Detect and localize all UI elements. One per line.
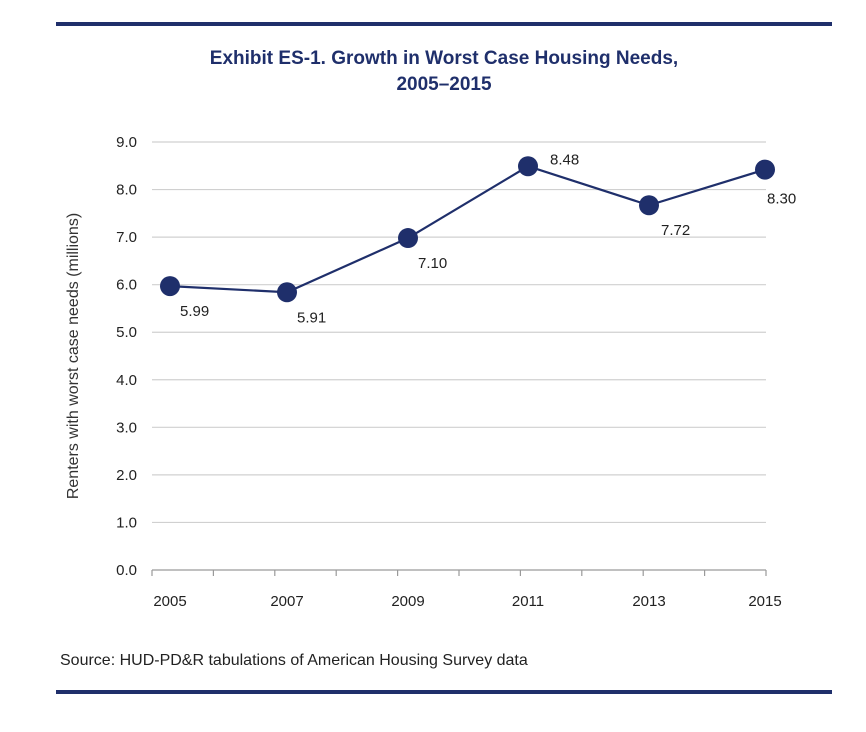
data-label-2011: 8.48	[550, 151, 579, 168]
y-tick-label: 8.0	[116, 182, 137, 199]
y-tick-label: 6.0	[116, 277, 137, 294]
x-tick-label: 2015	[748, 593, 781, 610]
data-label-2013: 7.72	[661, 222, 690, 239]
data-point-2013	[639, 195, 659, 216]
y-tick-label: 0.0	[116, 562, 137, 579]
chart-title-line-2: 2005–2015	[396, 74, 492, 95]
data-label-2009: 7.10	[418, 255, 447, 272]
y-tick-label: 5.0	[116, 324, 137, 341]
top-rule	[56, 22, 832, 26]
data-point-2007	[277, 282, 297, 303]
data-point-2011	[518, 156, 538, 177]
y-tick-label: 2.0	[116, 467, 137, 484]
chart-title-line-1: Exhibit ES-1. Growth in Worst Case Housi…	[209, 48, 679, 69]
x-tick-label: 2011	[512, 593, 544, 610]
series-line	[169, 165, 766, 294]
y-tick-label: 1.0	[116, 514, 137, 531]
y-tick-label: 7.0	[116, 229, 137, 246]
source-note: Source: HUD-PD&R tabulations of American…	[60, 652, 528, 669]
bottom-rule	[56, 690, 832, 694]
chart-title: Exhibit ES-1. Growth in Worst Case Housi…	[56, 46, 832, 98]
data-label-2015: 8.30	[767, 191, 796, 208]
y-tick-labels: 0.0 1.0 2.0 3.0 4.0 5.0 6.0 7.0 8.0 9.0	[116, 134, 137, 579]
x-tick-labels: 2005 2007 2009 2011 2013 2015	[153, 593, 781, 610]
data-point-2009	[398, 228, 418, 249]
y-tick-label: 4.0	[116, 372, 137, 389]
series-group: 5.99 5.91 7.10 8.48 7.72 8.30	[160, 151, 796, 326]
x-tick-label: 2005	[153, 593, 186, 610]
data-point-2015	[755, 159, 775, 180]
data-label-2007: 5.91	[297, 309, 326, 326]
x-tick-label: 2007	[270, 593, 303, 610]
y-tick-label: 3.0	[116, 419, 137, 436]
y-tick-label: 9.0	[116, 134, 137, 151]
x-tick-label: 2013	[632, 593, 665, 610]
data-point-2005	[160, 276, 180, 297]
data-label-2005: 5.99	[180, 303, 209, 320]
y-axis-title: Renters with worst case needs (millions)	[65, 213, 82, 499]
x-axis	[151, 569, 767, 576]
x-tick-label: 2009	[391, 593, 424, 610]
grid-lines	[152, 141, 766, 524]
